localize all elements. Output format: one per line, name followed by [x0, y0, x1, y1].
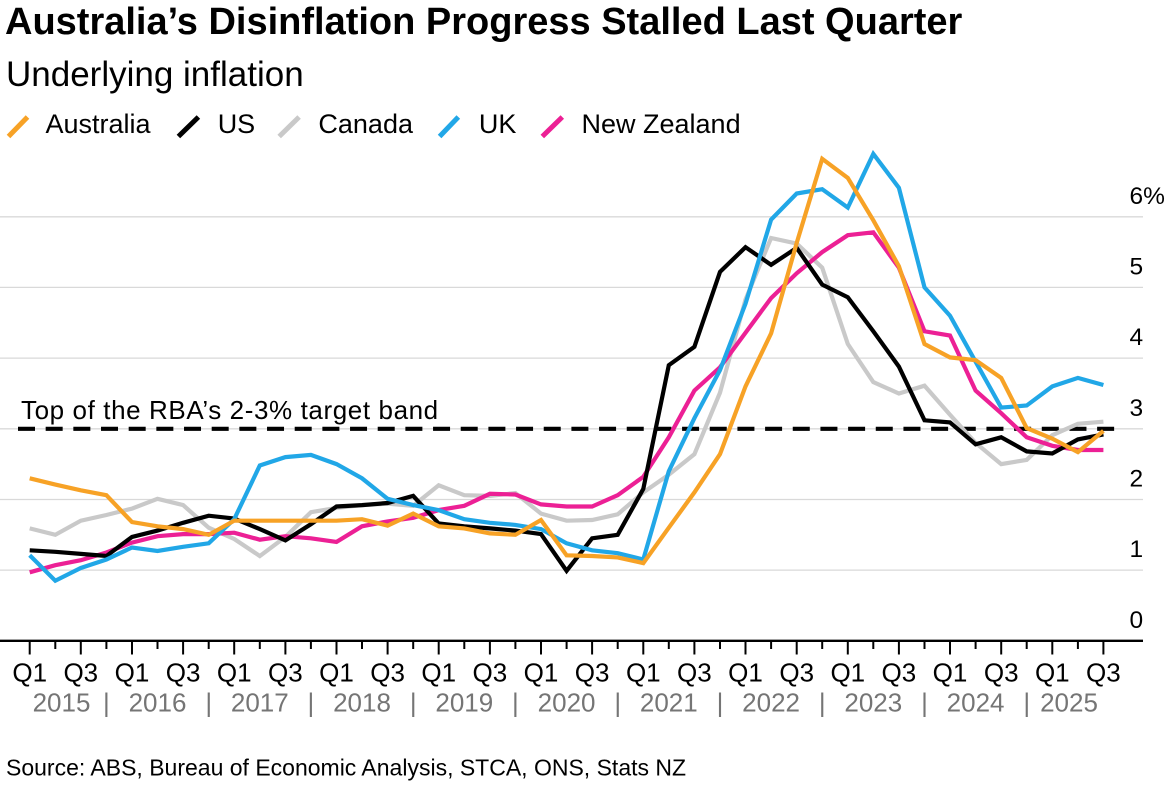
svg-text:Q1: Q1 — [728, 657, 763, 687]
svg-text:Australia: Australia — [46, 109, 152, 139]
svg-text:|: | — [1023, 688, 1030, 718]
svg-text:2023: 2023 — [844, 688, 902, 718]
svg-text:Q1: Q1 — [217, 657, 252, 687]
svg-text:6%: 6% — [1130, 183, 1165, 210]
svg-text:2016: 2016 — [129, 688, 187, 718]
svg-text:Q1: Q1 — [115, 657, 150, 687]
svg-text:Q3: Q3 — [63, 657, 98, 687]
svg-text:Q1: Q1 — [1035, 657, 1070, 687]
svg-text:|: | — [717, 688, 724, 718]
svg-text:Q3: Q3 — [882, 657, 917, 687]
svg-text:|: | — [410, 688, 417, 718]
svg-text:2024: 2024 — [947, 688, 1005, 718]
svg-text:New Zealand: New Zealand — [582, 109, 741, 139]
svg-text:UK: UK — [479, 109, 517, 139]
svg-text:Australia’s Disinflation Progr: Australia’s Disinflation Progress Stalle… — [5, 1, 963, 43]
svg-text:Q1: Q1 — [524, 657, 559, 687]
svg-text:Q1: Q1 — [319, 657, 354, 687]
svg-text:Q3: Q3 — [166, 657, 201, 687]
svg-text:|: | — [512, 688, 519, 718]
svg-text:2021: 2021 — [640, 688, 698, 718]
svg-text:US: US — [218, 109, 256, 139]
svg-text:3: 3 — [1130, 395, 1144, 422]
svg-text:2018: 2018 — [333, 688, 391, 718]
svg-text:2019: 2019 — [435, 688, 493, 718]
svg-text:Canada: Canada — [318, 109, 414, 139]
svg-text:1: 1 — [1130, 536, 1144, 563]
svg-text:Q3: Q3 — [370, 657, 405, 687]
svg-text:Q3: Q3 — [779, 657, 814, 687]
svg-text:2022: 2022 — [742, 688, 800, 718]
svg-text:Q3: Q3 — [1086, 657, 1121, 687]
svg-text:2020: 2020 — [538, 688, 596, 718]
svg-text:Top of the RBA’s 2-3% target b: Top of the RBA’s 2-3% target band — [21, 395, 439, 425]
svg-text:Q1: Q1 — [830, 657, 865, 687]
svg-text:2025: 2025 — [1040, 688, 1098, 718]
svg-text:Q3: Q3 — [984, 657, 1019, 687]
svg-text:|: | — [308, 688, 315, 718]
svg-text:Underlying inflation: Underlying inflation — [6, 55, 304, 94]
svg-text:4: 4 — [1130, 324, 1144, 351]
svg-text:0: 0 — [1130, 607, 1144, 634]
svg-text:|: | — [103, 688, 110, 718]
svg-text:Q3: Q3 — [473, 657, 508, 687]
svg-text:Q1: Q1 — [626, 657, 661, 687]
svg-text:|: | — [819, 688, 826, 718]
svg-text:Q3: Q3 — [268, 657, 303, 687]
svg-text:Q3: Q3 — [677, 657, 712, 687]
svg-text:2015: 2015 — [33, 688, 91, 718]
svg-text:Q3: Q3 — [575, 657, 610, 687]
svg-text:2: 2 — [1130, 466, 1144, 493]
svg-text:|: | — [614, 688, 621, 718]
svg-text:2017: 2017 — [231, 688, 289, 718]
svg-text:Q1: Q1 — [933, 657, 968, 687]
svg-text:Source: ABS, Bureau of Economi: Source: ABS, Bureau of Economic Analysis… — [6, 754, 686, 780]
svg-text:|: | — [205, 688, 212, 718]
svg-text:|: | — [921, 688, 928, 718]
svg-text:Q1: Q1 — [12, 657, 47, 687]
svg-text:5: 5 — [1130, 253, 1144, 280]
svg-text:Q1: Q1 — [421, 657, 456, 687]
